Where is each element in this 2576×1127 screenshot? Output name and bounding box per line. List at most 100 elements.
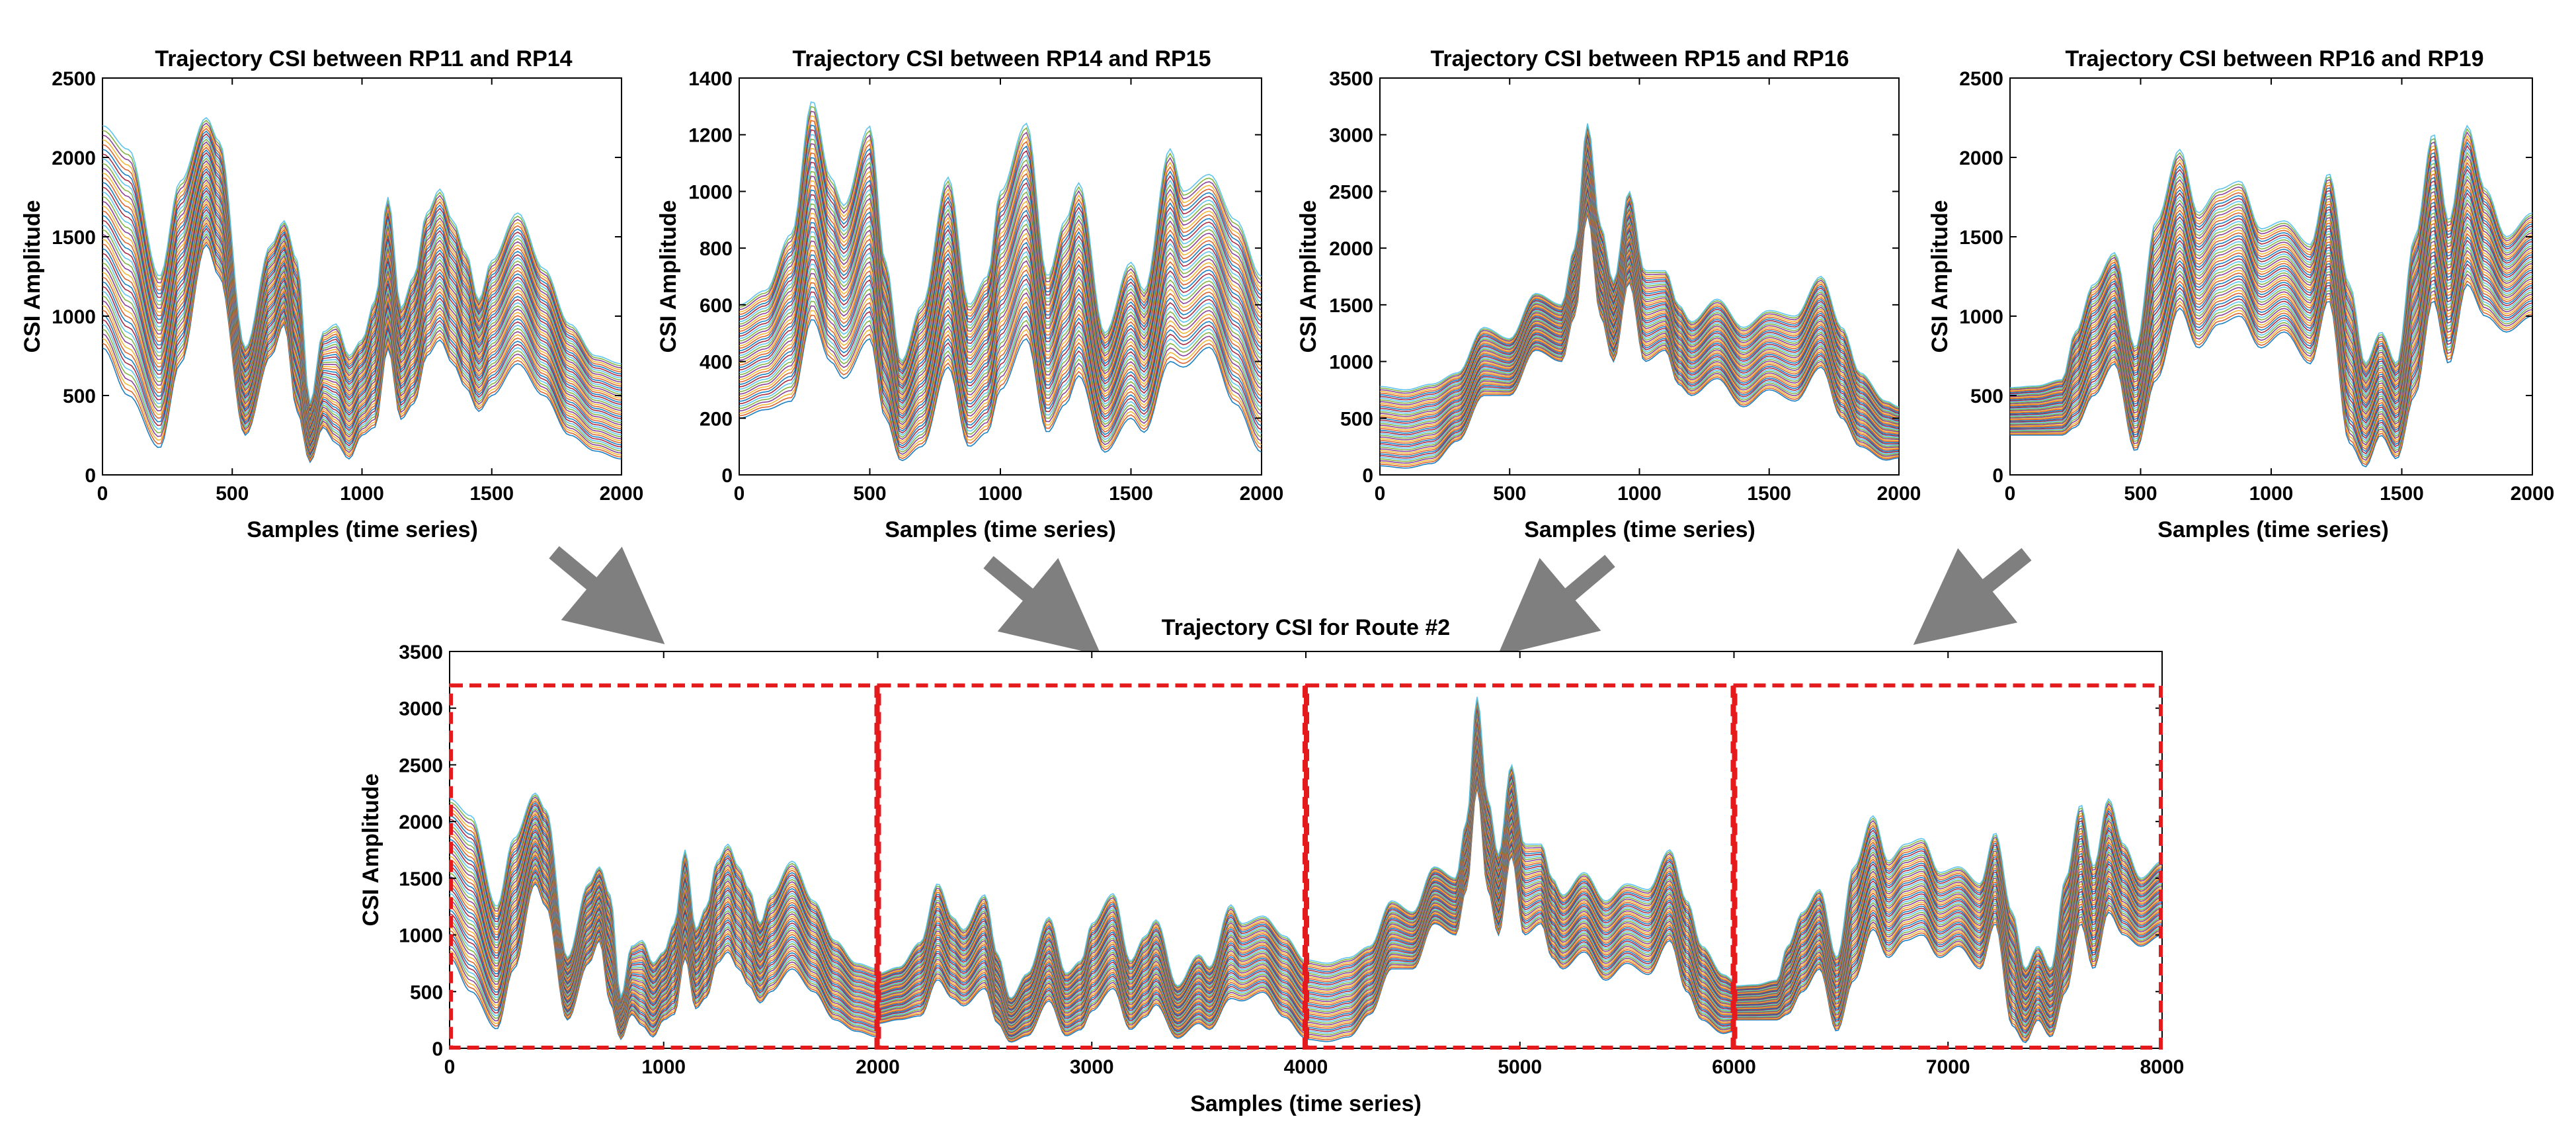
csi-series-line [449,819,878,1012]
csi-series-line [877,897,1307,1006]
y-tick-label: 200 [700,408,733,430]
csi-series-line [449,839,878,1021]
y-tick-label: 1500 [1959,227,2003,249]
csi-series-line [102,151,622,422]
csi-series-line [102,222,622,454]
csi-series-line [449,846,878,1024]
csi-series-line [877,979,1307,1043]
y-tick-label: 1000 [52,306,96,328]
csi-series-line [877,922,1307,1017]
arrow-icon-1 [549,546,665,644]
csi-series-line [449,833,878,1018]
csi-series-line [102,144,622,419]
csi-series-line [1734,904,2163,1039]
csi-series-line [449,863,878,1032]
csi-series-line [2009,161,2533,399]
csi-series-line [449,798,878,1002]
csi-series-line [102,206,622,446]
csi-series-line [739,157,1262,388]
x-tick-label: 1500 [1109,483,1153,505]
csi-series-line [449,862,878,1031]
csi-series-line [1734,856,2163,1007]
y-tick-label: 0 [85,465,96,487]
csi-series-line [102,157,622,425]
csi-series-line [2010,171,2533,403]
csi-series-line [739,272,1262,440]
csi-series-line [1734,805,2163,989]
csi-series-line [877,896,1307,1005]
y-tick-label: 1000 [1959,306,2003,328]
csi-series-line [877,890,1307,1002]
csi-series-line [1734,894,2163,1032]
csi-series-line [449,850,878,1026]
csi-series-line [2009,168,2533,401]
csi-series-line [877,975,1307,1041]
csi-series-line [2010,260,2533,452]
csi-series-line [102,219,622,452]
csi-series-line [1734,882,2163,1024]
csi-series-line [102,128,622,409]
csi-series-line [877,948,1307,1029]
csi-series-line [102,187,622,438]
csi-series-line [2010,222,2533,429]
csi-series-line [877,935,1307,1023]
x-tick-label: 1500 [1747,483,1791,505]
csi-series-line [1734,834,2163,997]
chart-panel-p1: Trajectory CSI between RP11 and RP14 0 50… [20,46,643,542]
csi-series-line [877,912,1307,1012]
csi-series-line [1734,885,2163,1026]
csi-series-line [1734,899,2163,1036]
csi-series-line [102,165,622,428]
csi-series-line [877,905,1307,1009]
csi-series-line [1734,858,2163,1009]
y-tick-label: 2500 [1959,68,2003,90]
csi-series-line [739,222,1262,417]
csi-series-line [739,291,1262,449]
csi-series-line [102,211,622,449]
csi-series-line [449,848,878,1025]
csi-series-line [449,810,878,1007]
csi-series-line [739,259,1262,434]
csi-series-line [877,914,1307,1013]
csi-series-line [1734,872,2163,1019]
csi-series-line [2009,145,2533,394]
csi-series-line [739,235,1262,423]
csi-series-line [102,173,622,432]
csi-series-line [2009,206,2533,417]
csi-series-line [739,305,1262,455]
csi-series-line [739,129,1262,375]
csi-series-line [449,814,878,1009]
csi-series-line [1734,906,2163,1040]
csi-series-line [2010,212,2533,422]
csi-series-line [2010,249,2533,446]
csi-series-line [1734,812,2163,991]
csi-series-line [102,216,622,451]
csi-series-line [102,122,622,407]
csi-series-line [102,230,622,458]
csi-series-line [877,937,1307,1023]
csi-series-line [102,146,622,419]
csi-series-line [1734,853,2163,1006]
csi-series-line [1379,123,1900,407]
x-tick-label: 1000 [2249,483,2294,505]
y-tick-label: 500 [1970,386,2003,407]
csi-series-line [1734,887,2163,1028]
chart-title-p2: Trajectory CSI between RP14 and RP15 [792,46,1211,71]
csi-series-line [2010,179,2533,405]
csi-series-line [739,282,1262,444]
x-tick-label: 1000 [1617,483,1662,505]
csi-series-line [739,277,1262,442]
csi-series-line [2009,175,2533,403]
csi-series-line [449,860,878,1030]
tick-group-p1: 0 500 1000 1500 2000 0 500 1000 1500 2000 2500 [52,68,643,505]
csi-series-line [102,130,622,410]
csi-series-line [2010,267,2533,457]
x-tick-label: 1500 [2380,483,2424,505]
y-tick-label: 600 [700,295,733,317]
csi-series-line [102,168,622,429]
x-tick-label: 1000 [979,483,1023,505]
csi-series-line [2009,131,2533,390]
csi-series-line [877,894,1307,1004]
csi-series-line [2010,239,2533,439]
